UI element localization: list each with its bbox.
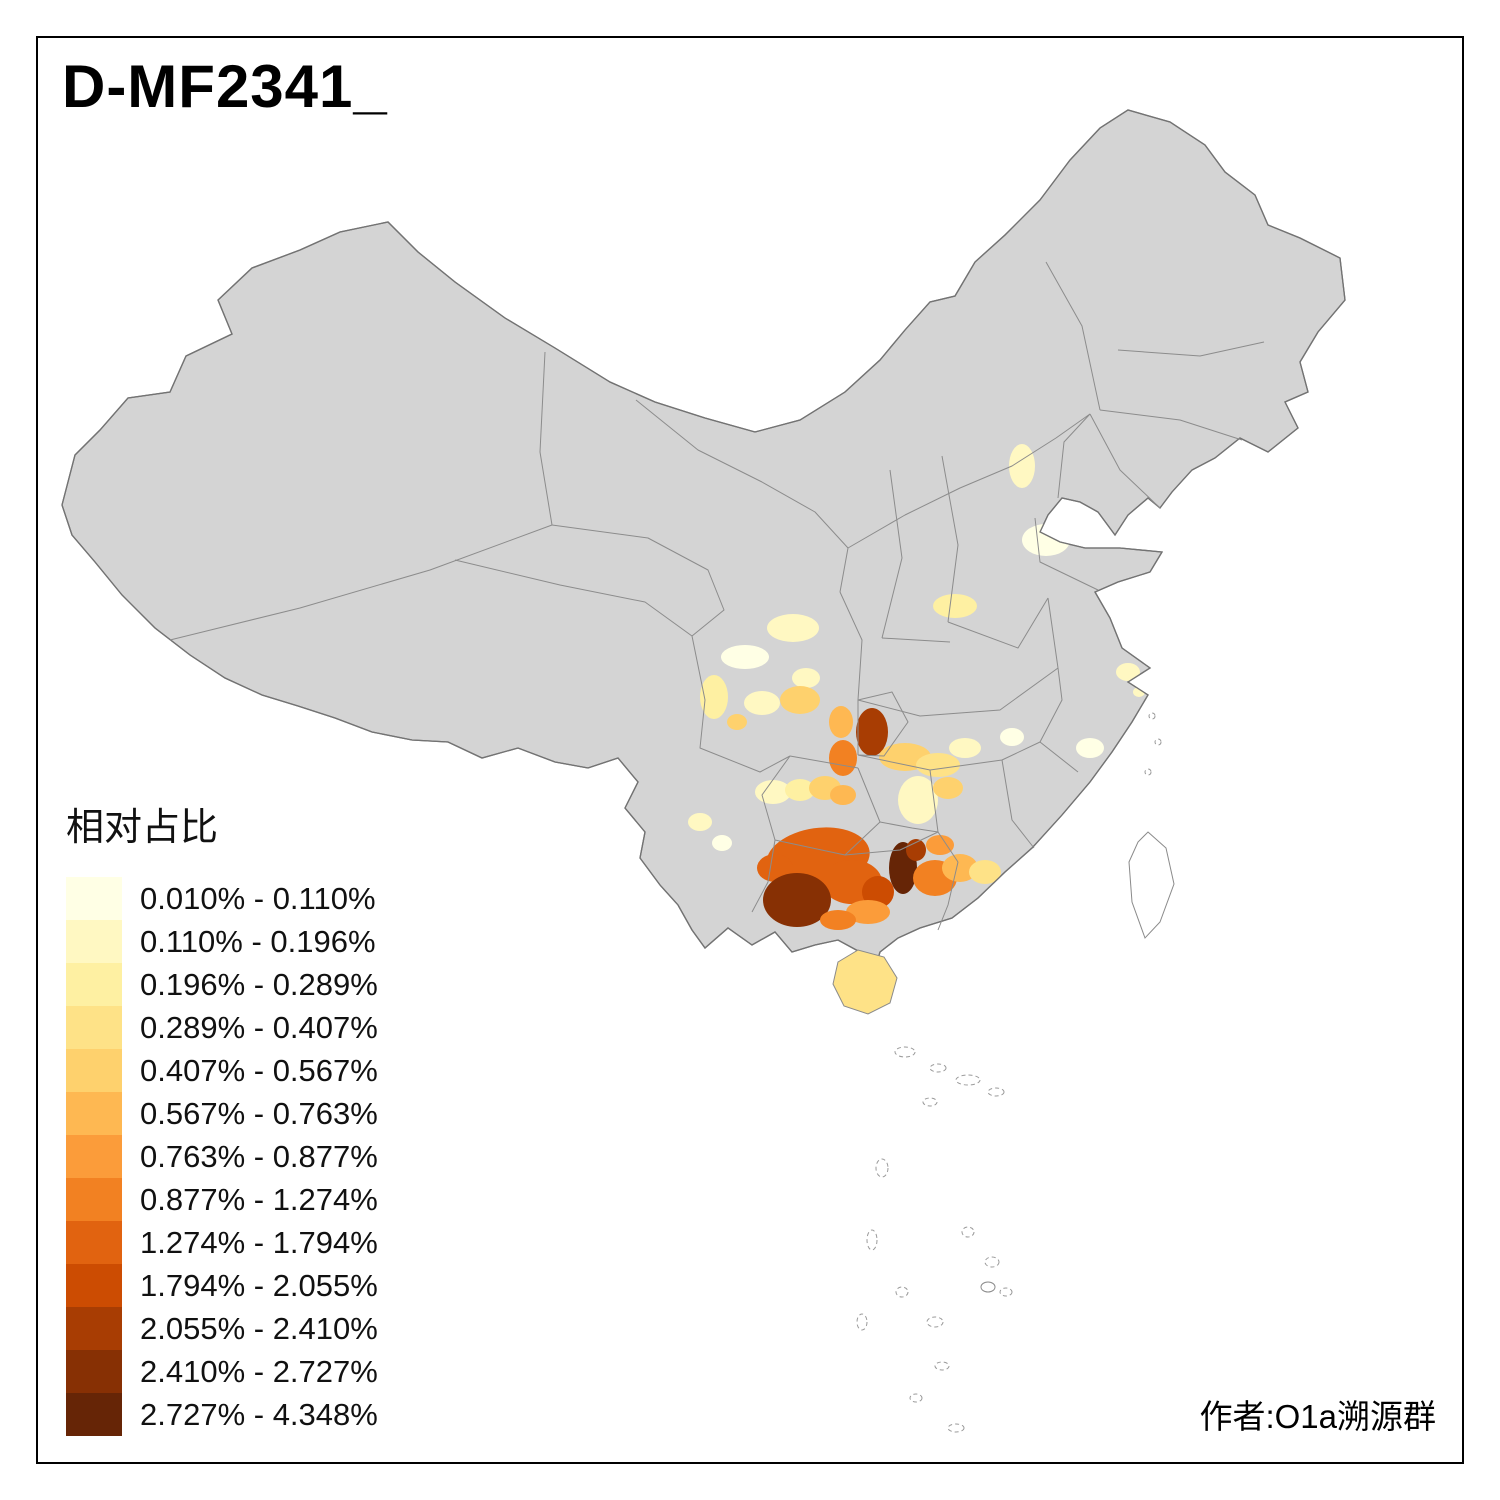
figure-title: D-MF2341_: [62, 53, 388, 120]
map-region-patch: [926, 835, 954, 855]
legend-row: 1.274% - 1.794%: [66, 1221, 378, 1264]
map-region-patch: [1022, 524, 1070, 556]
colored-sea-island: [980, 1281, 996, 1293]
legend-items: 0.010% - 0.110% 0.110% - 0.196% 0.196% -…: [66, 877, 378, 1436]
map-region-patch: [780, 686, 820, 714]
map-region-patch: [712, 835, 732, 851]
map-region-patch: [933, 594, 977, 618]
map-region-patch: [820, 910, 856, 930]
map-region-patch: [1000, 728, 1024, 746]
map-region-patch: [916, 753, 960, 777]
legend-label: 0.010% - 0.110%: [140, 880, 376, 916]
map-region-patch: [942, 854, 978, 882]
legend-swatch: [66, 1393, 122, 1436]
legend-label: 0.196% - 0.289%: [140, 966, 378, 1002]
province-borders: [169, 261, 1265, 931]
map-region-patch: [688, 813, 712, 831]
legend-label: 0.110% - 0.196%: [140, 923, 376, 959]
map-region-patch: [755, 780, 791, 804]
legend-title: 相对占比: [66, 807, 219, 849]
map-region-patch: [830, 785, 856, 805]
legend-row: 1.794% - 2.055%: [66, 1264, 378, 1307]
legend-swatch: [66, 1350, 122, 1393]
legend-swatch: [66, 1092, 122, 1135]
map-region-patch: [949, 738, 981, 758]
map-region-patch: [829, 740, 857, 776]
map-region-patch: [757, 854, 793, 882]
legend-swatch: [66, 1135, 122, 1178]
legend-swatch: [66, 920, 122, 963]
legend-label: 0.763% - 0.877%: [140, 1138, 378, 1174]
legend-swatch: [66, 963, 122, 1006]
map-region-patch: [933, 777, 963, 799]
map-region-patch: [763, 873, 831, 927]
legend-swatch: [66, 877, 122, 920]
map-region-patch: [862, 876, 894, 908]
map-region-patch: [767, 614, 819, 642]
legend: 相对占比 0.010% - 0.110% 0.110% - 0.196% 0.1…: [66, 796, 378, 1436]
map-region-patch: [727, 714, 747, 730]
map-region-patch: [785, 779, 815, 801]
map-region-patch: [969, 860, 1001, 884]
legend-label: 2.410% - 2.727%: [140, 1353, 378, 1389]
legend-row: 2.727% - 4.348%: [66, 1393, 378, 1436]
legend-row: 0.407% - 0.567%: [66, 1049, 378, 1092]
attribution-text: 作者:O1a溯源群: [1199, 1398, 1436, 1435]
legend-row: 2.410% - 2.727%: [66, 1350, 378, 1393]
legend-row: 0.196% - 0.289%: [66, 963, 378, 1006]
map-region-patch: [1076, 738, 1104, 758]
legend-row: 0.567% - 0.763%: [66, 1092, 378, 1135]
legend-label: 0.567% - 0.763%: [140, 1095, 378, 1131]
south-china-sea-islands: [856, 712, 1162, 1433]
legend-label: 0.407% - 0.567%: [140, 1052, 378, 1088]
map-region-patch: [700, 675, 728, 719]
legend-row: 0.289% - 0.407%: [66, 1006, 378, 1049]
map-region-patch: [846, 900, 890, 924]
legend-label: 2.055% - 2.410%: [140, 1310, 378, 1346]
legend-row: 2.055% - 2.410%: [66, 1307, 378, 1350]
legend-label: 0.877% - 1.274%: [140, 1181, 378, 1217]
legend-swatch: [66, 1307, 122, 1350]
legend-label: 1.794% - 2.055%: [140, 1267, 378, 1303]
legend-label: 2.727% - 4.348%: [140, 1396, 378, 1432]
legend-swatch: [66, 1049, 122, 1092]
hainan-island: [832, 949, 898, 1015]
legend-label: 0.289% - 0.407%: [140, 1009, 378, 1045]
legend-row: 0.877% - 1.274%: [66, 1178, 378, 1221]
legend-swatch: [66, 1178, 122, 1221]
map-region-patch: [898, 776, 938, 824]
legend-swatch: [66, 1264, 122, 1307]
legend-swatch: [66, 1006, 122, 1049]
map-region-patch: [856, 708, 888, 756]
map-region-patch: [829, 706, 853, 738]
map-region-patch: [1116, 663, 1140, 681]
legend-swatch: [66, 1221, 122, 1264]
taiwan-island: [1128, 831, 1175, 939]
map-region-patch: [721, 645, 769, 669]
legend-row: 0.763% - 0.877%: [66, 1135, 378, 1178]
map-patches: [688, 444, 1145, 930]
legend-row: 0.010% - 0.110%: [66, 877, 378, 920]
legend-label: 1.274% - 1.794%: [140, 1224, 378, 1260]
legend-row: 0.110% - 0.196%: [66, 920, 378, 963]
map-region-patch: [744, 691, 780, 715]
map-region-patch: [792, 668, 820, 688]
